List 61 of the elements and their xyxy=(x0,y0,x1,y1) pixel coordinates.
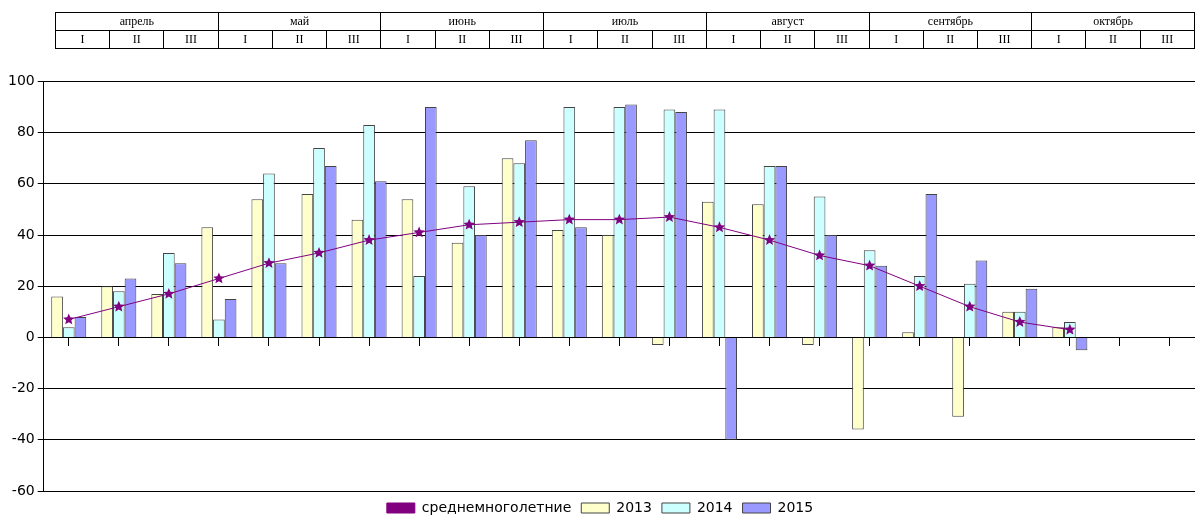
text: август xyxy=(706,12,870,31)
y-tick-label: 60 xyxy=(16,174,35,191)
point xyxy=(463,218,475,230)
y-tick-label: -20 xyxy=(11,379,35,396)
point xyxy=(863,259,876,271)
point xyxy=(313,246,325,258)
point xyxy=(613,213,626,225)
text: III xyxy=(163,30,219,49)
point xyxy=(1014,316,1026,327)
point xyxy=(663,211,676,222)
text: I xyxy=(218,30,273,49)
text: III xyxy=(489,30,544,49)
text: II xyxy=(435,30,490,49)
text: май xyxy=(218,12,381,31)
text: III xyxy=(1140,30,1195,49)
point xyxy=(513,216,525,228)
point xyxy=(113,300,125,312)
text: I xyxy=(55,30,110,49)
text: октябрь xyxy=(1031,12,1195,31)
text: июнь xyxy=(380,12,544,31)
y-tick-label: -40 xyxy=(11,430,35,447)
legend-label: 2014 xyxy=(696,498,733,515)
point xyxy=(763,234,776,245)
point xyxy=(813,249,826,261)
point xyxy=(413,226,425,238)
point xyxy=(363,234,375,245)
point xyxy=(163,287,175,299)
y-tick-label: -60 xyxy=(11,481,35,498)
legend-label: 2013 xyxy=(616,498,652,515)
y-tick-label: 20 xyxy=(16,276,35,293)
text: II xyxy=(109,30,164,49)
text: I xyxy=(380,30,436,49)
y-tick-label: 100 xyxy=(7,72,35,89)
text: II xyxy=(760,30,815,49)
text: I xyxy=(543,30,598,49)
text: сентябрь xyxy=(869,12,1032,31)
point xyxy=(913,280,926,292)
text: II xyxy=(597,30,653,49)
text: апрель xyxy=(55,12,219,31)
text: III xyxy=(814,30,870,49)
legend-label: среднемноголетние xyxy=(421,498,572,515)
text: III xyxy=(977,30,1032,49)
text: I xyxy=(1031,30,1086,49)
text: июль xyxy=(543,12,707,31)
legend-label: 2015 xyxy=(777,498,814,515)
point xyxy=(213,272,225,284)
y-tick-label: 40 xyxy=(16,225,35,242)
point xyxy=(63,313,75,325)
point xyxy=(713,221,726,233)
text: III xyxy=(326,30,381,49)
text: I xyxy=(706,30,761,49)
text: II xyxy=(272,30,327,49)
y-tick-label: 80 xyxy=(16,123,35,140)
point xyxy=(563,213,576,225)
text: I xyxy=(869,30,924,49)
point xyxy=(263,257,275,269)
point xyxy=(964,300,976,312)
text: III xyxy=(652,30,707,49)
text: II xyxy=(1085,30,1141,49)
y-tick-label: 0 xyxy=(25,328,35,345)
text: II xyxy=(923,30,978,49)
